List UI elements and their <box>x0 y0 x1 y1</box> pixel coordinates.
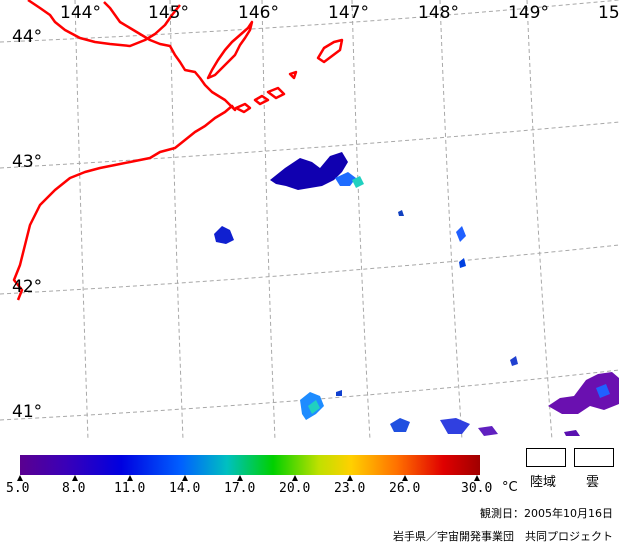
colorbar-tick-label: 11.0 <box>114 481 146 496</box>
parallel-42 <box>0 244 619 295</box>
observation-date: 観測日：2005年10月16日 <box>480 507 613 520</box>
lat-label-44: 44° <box>12 27 43 47</box>
sea-surface-temperature-map <box>0 0 619 440</box>
temperature-colorbar <box>17 455 480 481</box>
sst-patch-south-cyan-core <box>308 400 320 414</box>
sst-patch-south-b <box>390 418 410 432</box>
colorbar-tick-label: 23.0 <box>334 481 366 496</box>
sst-patch-south-small <box>336 390 342 396</box>
kuril-kunashir <box>206 20 254 80</box>
kuril-shikotan <box>234 102 252 114</box>
sst-patch-148-a <box>456 226 466 242</box>
colorbar-tick-mark <box>17 475 23 481</box>
colorbar-unit: °C <box>502 480 518 495</box>
parallel-43 <box>0 121 619 169</box>
coastline-north <box>27 0 181 48</box>
lat-label-43: 43° <box>12 152 43 172</box>
sst-patch-main <box>270 152 348 190</box>
meridian-145 <box>169 0 184 440</box>
lon-label-146: 146° <box>238 3 279 23</box>
colorbar-tick-label: 5.0 <box>6 481 30 496</box>
legend-cloud-label: 雲 <box>586 475 600 490</box>
sst-patch-south-c <box>440 418 470 434</box>
colorbar-tick-label: 17.0 <box>224 481 256 496</box>
legend-land-swatch <box>526 448 566 467</box>
meridian-149 <box>526 0 553 440</box>
meridian-147 <box>351 0 371 440</box>
sst-patch-south-d <box>478 426 498 436</box>
sst-patch-main-edge <box>335 172 356 186</box>
sst-patch-west <box>214 226 234 244</box>
lon-label-148: 148° <box>418 3 459 23</box>
lon-label-145: 145° <box>148 3 189 23</box>
colorbar-tick-mark <box>72 475 78 481</box>
colorbar-tick-label: 14.0 <box>169 481 201 496</box>
lon-label-149: 149° <box>508 3 549 23</box>
sst-patches <box>214 152 619 436</box>
parallel-41 <box>0 369 619 421</box>
sst-patch-147-dot <box>398 210 404 216</box>
colorbar-tick-mark <box>292 475 298 481</box>
colorbar-tick-mark <box>402 475 408 481</box>
sst-patch-east-purple <box>548 372 619 414</box>
colorbar-tick-label: 26.0 <box>389 481 421 496</box>
colorbar-tick-mark <box>127 475 133 481</box>
sst-patch-main-cyan <box>352 176 364 188</box>
sst-patch-east-dot <box>510 356 518 366</box>
credit-line: 岩手県／宇宙開発事業団 共同プロジェクト <box>393 530 613 543</box>
meridian-146 <box>261 0 276 440</box>
colorbar-tick-mark <box>474 475 480 481</box>
colorbar-tick-label: 30.0 <box>461 481 493 496</box>
kuril-habomai <box>253 86 286 106</box>
sst-patch-east-low <box>564 430 580 436</box>
lat-label-42: 42° <box>12 277 43 297</box>
lat-label-41: 41° <box>12 402 43 422</box>
graticule <box>0 0 619 440</box>
colorbar-tick-mark <box>347 475 353 481</box>
kuril-small <box>288 70 298 80</box>
lon-label-144: 144° <box>60 3 101 23</box>
meridian-144 <box>74 0 89 440</box>
coastline <box>12 0 344 301</box>
colorbar-gradient <box>20 455 480 475</box>
sst-patch-148-b <box>459 258 466 268</box>
colorbar-tick-mark <box>182 475 188 481</box>
meridian-148 <box>439 0 463 440</box>
lon-label-150: 15 <box>598 3 619 23</box>
sst-patch-east-blue <box>596 384 610 398</box>
colorbar-tick-mark <box>237 475 243 481</box>
legend-cloud-swatch <box>574 448 614 467</box>
coastline-hokkaido <box>12 1 237 301</box>
colorbar-tick-label: 8.0 <box>62 481 86 496</box>
colorbar-tick-label: 20.0 <box>279 481 311 496</box>
legend-land-label: 陸域 <box>530 475 557 490</box>
lon-label-147: 147° <box>328 3 369 23</box>
kuril-iturup <box>316 38 344 64</box>
